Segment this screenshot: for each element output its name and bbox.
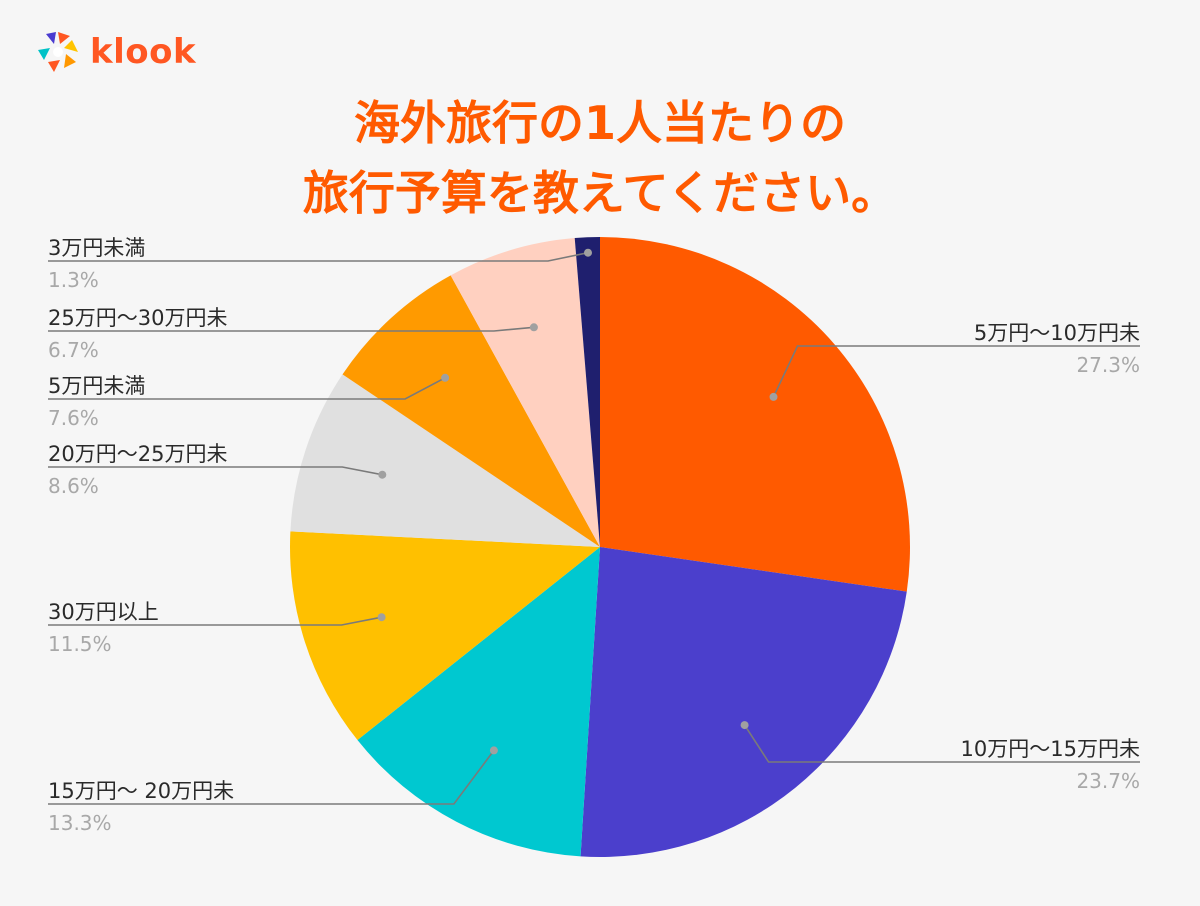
leader-line bbox=[48, 377, 446, 400]
slice-label: 30万円以上 bbox=[48, 600, 159, 624]
leader-lines bbox=[48, 248, 1140, 805]
slice-label: 3万円未満 bbox=[48, 236, 145, 260]
slice-labels: 5万円～10万円未 27.3% 10万円～15万円未 23.7% 15万円～ 20万円未… bbox=[48, 236, 1140, 835]
leader-dot bbox=[377, 613, 386, 622]
leader-line bbox=[48, 749, 495, 805]
pie-slice bbox=[600, 237, 911, 592]
slice-value: 7.6% bbox=[48, 406, 99, 430]
leader-dot bbox=[378, 470, 387, 479]
slice-value: 27.3% bbox=[1076, 353, 1140, 377]
slice-label: 5万円未満 bbox=[48, 374, 145, 398]
slice-value: 23.7% bbox=[1076, 769, 1140, 793]
slice-label: 20万円～25万円未 bbox=[48, 442, 227, 466]
pie-slice bbox=[342, 275, 600, 547]
leader-line bbox=[772, 345, 1140, 398]
pie-slices bbox=[289, 237, 911, 858]
pie-slice bbox=[580, 547, 907, 858]
leader-dot bbox=[769, 392, 778, 401]
slice-value: 6.7% bbox=[48, 338, 99, 362]
pie-slice bbox=[290, 374, 600, 547]
klook-logo-icon bbox=[38, 32, 78, 72]
leader-line bbox=[48, 251, 589, 262]
slice-label: 10万円～15万円未 bbox=[961, 737, 1140, 761]
leader-dot bbox=[584, 248, 592, 257]
leader-line bbox=[48, 466, 383, 476]
slice-value: 13.3% bbox=[48, 811, 112, 835]
pie-slice bbox=[357, 547, 600, 857]
slice-label: 15万円～ 20万円未 bbox=[48, 779, 234, 803]
brand-name: klook bbox=[90, 32, 197, 72]
chart-title: 海外旅行の1人当たりの 旅行予算を教えてください。 bbox=[0, 88, 1200, 228]
leader-dot bbox=[489, 746, 498, 755]
leader-line bbox=[48, 326, 534, 332]
leader-dot bbox=[740, 721, 749, 730]
slice-label: 5万円～10万円未 bbox=[974, 321, 1140, 345]
slice-value: 1.3% bbox=[48, 268, 99, 292]
leader-line bbox=[743, 724, 1140, 763]
slice-label: 25万円～30万円未 bbox=[48, 306, 227, 330]
title-line-2: 旅行予算を教えてください。 bbox=[302, 166, 898, 220]
leader-line bbox=[48, 616, 382, 626]
slice-value: 11.5% bbox=[48, 632, 112, 656]
pie-slice bbox=[574, 237, 600, 547]
title-line-1: 海外旅行の1人当たりの bbox=[353, 96, 846, 150]
leader-dot bbox=[441, 373, 450, 382]
pie-slice bbox=[289, 531, 600, 741]
leader-dot bbox=[529, 323, 538, 332]
brand-logo: klook bbox=[36, 30, 196, 74]
pie-slice bbox=[450, 238, 600, 547]
slice-value: 8.6% bbox=[48, 474, 99, 498]
